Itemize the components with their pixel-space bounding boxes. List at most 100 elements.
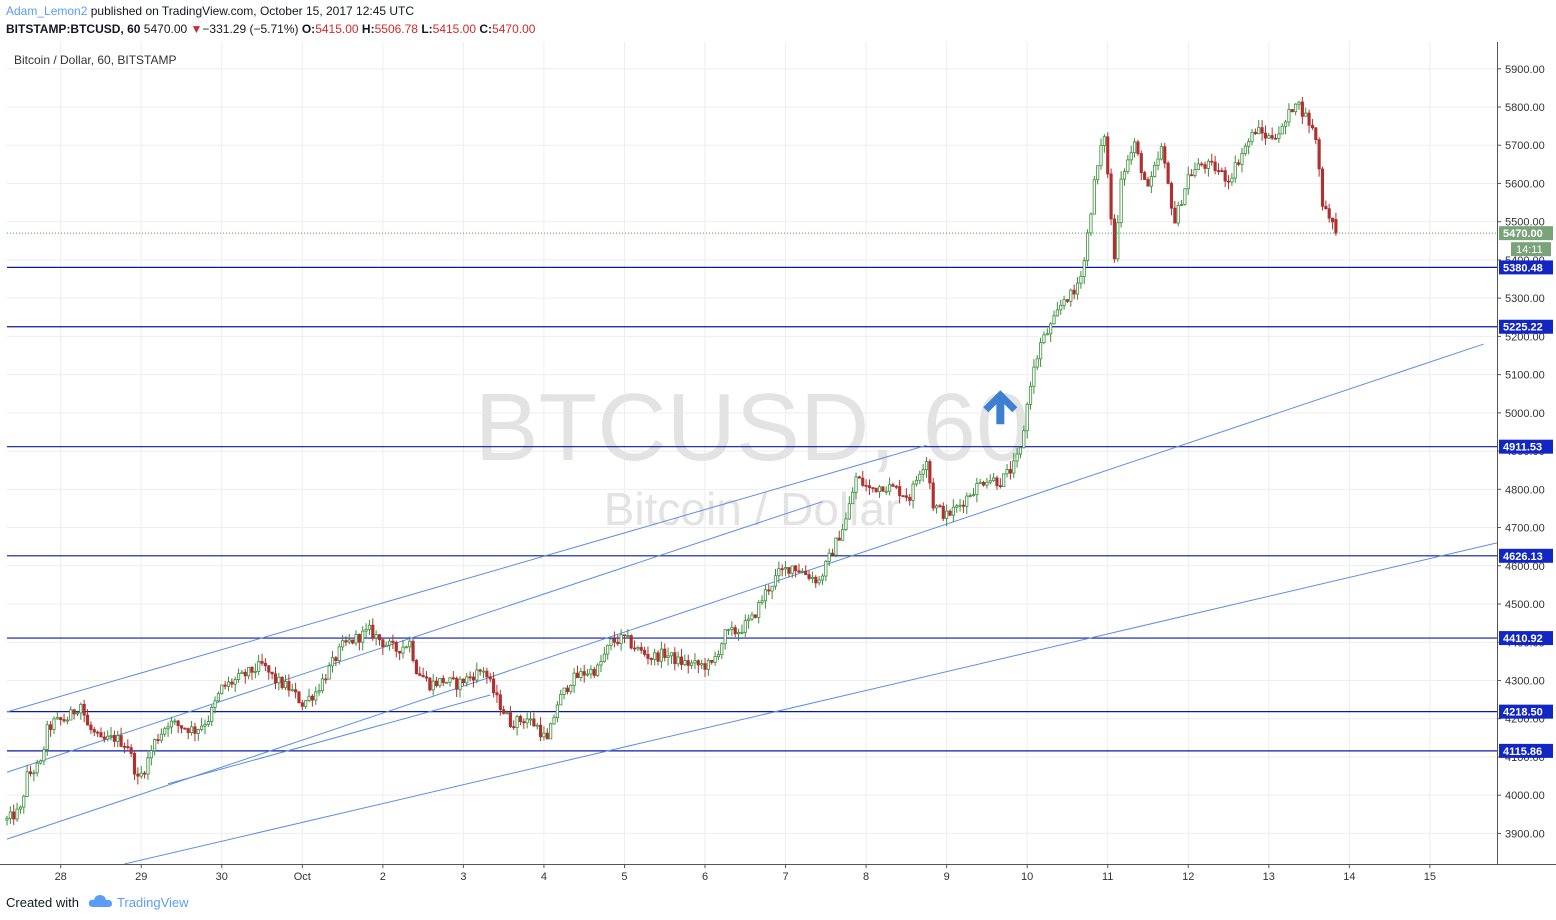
candle-body bbox=[874, 487, 878, 493]
candle-body bbox=[1032, 366, 1036, 387]
candle-body bbox=[515, 716, 519, 728]
candle-body bbox=[458, 678, 462, 690]
price-tick-label: 5000.00 bbox=[1505, 408, 1545, 420]
candle-body bbox=[240, 671, 244, 675]
tradingview-link[interactable]: TradingView bbox=[117, 895, 189, 910]
level-label: 5380.48 bbox=[1503, 262, 1543, 274]
price-tick-label: 4500.00 bbox=[1505, 599, 1545, 611]
candle-body bbox=[646, 654, 650, 659]
price-tick-label: 5600.00 bbox=[1505, 178, 1545, 190]
candle-body bbox=[337, 646, 341, 661]
candle-body bbox=[163, 728, 167, 735]
candle-body bbox=[1045, 333, 1049, 336]
candle-body bbox=[1022, 430, 1026, 449]
candle-body bbox=[156, 739, 160, 741]
candle-body bbox=[555, 704, 559, 718]
level-label: 4115.86 bbox=[1503, 746, 1542, 758]
candle-body bbox=[777, 568, 781, 577]
candle-body bbox=[119, 735, 123, 747]
candle-body bbox=[1099, 145, 1103, 167]
candle-body bbox=[948, 510, 952, 516]
candle-body bbox=[294, 689, 298, 693]
candle-body bbox=[636, 647, 640, 650]
candle-body bbox=[622, 634, 627, 637]
candle-body bbox=[1096, 165, 1100, 181]
candle-body bbox=[934, 505, 939, 509]
candle-body bbox=[32, 772, 36, 775]
candle-body bbox=[351, 639, 355, 644]
price-tick-label: 4800.00 bbox=[1505, 484, 1545, 496]
candle-body bbox=[1263, 132, 1268, 139]
level-badge bbox=[1499, 260, 1553, 275]
candle-body bbox=[354, 633, 358, 644]
candle-body bbox=[612, 638, 616, 643]
candle-body bbox=[1106, 136, 1110, 175]
candle-body bbox=[52, 718, 56, 730]
candle-body bbox=[908, 496, 912, 501]
candle-body bbox=[723, 629, 727, 645]
price-chart[interactable]: BTCUSD, 60 Bitcoin / Dollar Bitcoin / Do… bbox=[0, 42, 1556, 885]
candle-body bbox=[693, 660, 697, 664]
trendline bbox=[6, 501, 823, 773]
time-tick-label: 9 bbox=[944, 871, 950, 883]
candle-body bbox=[233, 679, 237, 685]
candle-body bbox=[1149, 176, 1153, 187]
candle-body bbox=[159, 733, 163, 741]
published-text: published on TradingView.com, October 15… bbox=[90, 4, 415, 18]
candle-body bbox=[408, 640, 412, 648]
candle-body bbox=[884, 490, 888, 493]
candle-body bbox=[696, 660, 700, 666]
candle-body bbox=[1156, 158, 1160, 166]
candle-body bbox=[1206, 160, 1210, 169]
candle-body bbox=[1230, 177, 1234, 183]
candle-body bbox=[243, 671, 247, 677]
candle-body bbox=[508, 712, 512, 728]
candle-body bbox=[418, 673, 422, 676]
candle-body bbox=[253, 670, 257, 673]
candle-body bbox=[676, 656, 680, 665]
price-axis[interactable]: 3900.004000.004100.004200.004300.004400.… bbox=[1497, 42, 1556, 864]
candle-body bbox=[767, 589, 771, 592]
candle-body bbox=[901, 495, 905, 498]
candle-body bbox=[830, 552, 835, 556]
candle-body bbox=[914, 479, 919, 485]
candle-body bbox=[528, 718, 533, 721]
candle-body bbox=[226, 681, 231, 687]
candle-body bbox=[579, 671, 583, 678]
candle-body bbox=[867, 485, 872, 488]
time-axis[interactable]: 28 29 30 Oct 2 3 4 5 6 7 8 9 10 11 12 13 14 15 bbox=[0, 864, 1556, 885]
chart-header: Adam_Lemon2 published on TradingView.com… bbox=[0, 0, 1556, 42]
candle-body bbox=[653, 652, 657, 660]
candle-body bbox=[585, 673, 590, 676]
trendlines[interactable] bbox=[6, 343, 1498, 865]
candle-body bbox=[1055, 309, 1059, 317]
candle-body bbox=[609, 638, 613, 646]
candle-body bbox=[327, 665, 331, 680]
candle-body bbox=[1257, 127, 1261, 135]
candle-body bbox=[1287, 109, 1291, 123]
up-arrow-icon[interactable] bbox=[983, 390, 1018, 425]
level-label: 5225.22 bbox=[1503, 322, 1543, 334]
chart-title: Bitcoin / Dollar, 60, BITSTAMP bbox=[14, 53, 177, 67]
horizontal-levels[interactable] bbox=[7, 266, 1497, 752]
candle-body bbox=[726, 629, 731, 632]
candle-body bbox=[995, 477, 999, 486]
candle-body bbox=[1059, 304, 1063, 311]
time-tick-label: 11 bbox=[1102, 871, 1113, 883]
candle-body bbox=[277, 676, 281, 684]
time-tick-label: 10 bbox=[1021, 871, 1033, 883]
candle-body bbox=[59, 717, 63, 721]
ohlc-line: BITSTAMP:BTCUSD, 60 5470.00 ▼−331.29 (−5… bbox=[6, 22, 535, 36]
candle-body bbox=[1035, 358, 1039, 368]
candle-body bbox=[552, 717, 556, 725]
candle-body bbox=[918, 473, 922, 481]
candle-body bbox=[297, 691, 301, 704]
candle-body bbox=[283, 681, 288, 689]
level-badge bbox=[1499, 439, 1553, 454]
candle-body bbox=[606, 644, 610, 655]
author-link[interactable]: Adam_Lemon2 bbox=[6, 4, 88, 18]
candle-body bbox=[300, 702, 304, 707]
candle-body bbox=[12, 811, 16, 820]
candle-body bbox=[200, 725, 204, 730]
candle-body bbox=[35, 762, 39, 774]
